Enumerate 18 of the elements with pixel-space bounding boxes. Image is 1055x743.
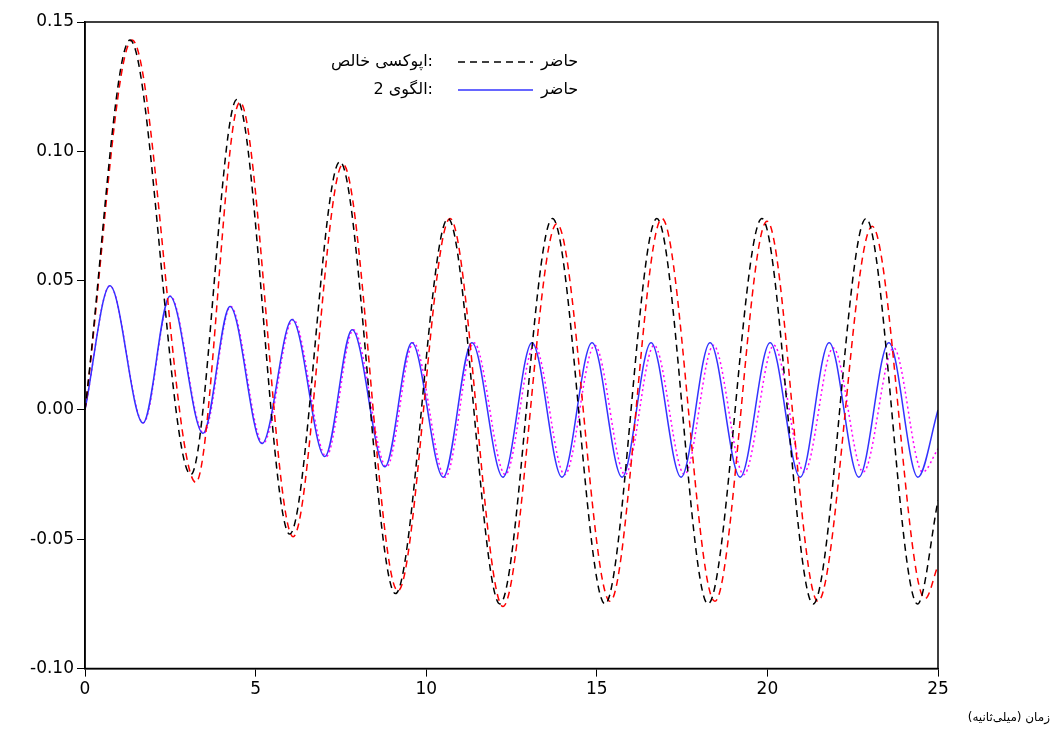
y-tick-label: -0.05 xyxy=(30,527,74,548)
x-tick-label: 20 xyxy=(756,678,779,699)
legend-label: حاضر xyxy=(540,51,579,72)
line-series xyxy=(85,285,938,478)
y-tick-label: 0.15 xyxy=(36,10,74,31)
x-tick-label: 15 xyxy=(585,678,608,699)
y-tick-label: 0.10 xyxy=(36,139,74,160)
annotation: الگوی 2: xyxy=(373,79,433,100)
x-tick-label: 5 xyxy=(250,678,262,699)
x-tick-label: 25 xyxy=(927,678,949,699)
y-tick-label: -0.10 xyxy=(30,657,74,678)
annotation: اپوکسی خالص: xyxy=(330,51,433,72)
x-tick-label: 10 xyxy=(415,678,438,699)
x-axis-title: زمان (میلی‌ثانیه) xyxy=(967,710,1051,726)
y-tick-label: 0.05 xyxy=(36,269,74,290)
y-tick-label: 0.00 xyxy=(36,398,74,419)
x-tick-label: 0 xyxy=(79,678,91,699)
legend-label: حاضر xyxy=(540,79,579,100)
